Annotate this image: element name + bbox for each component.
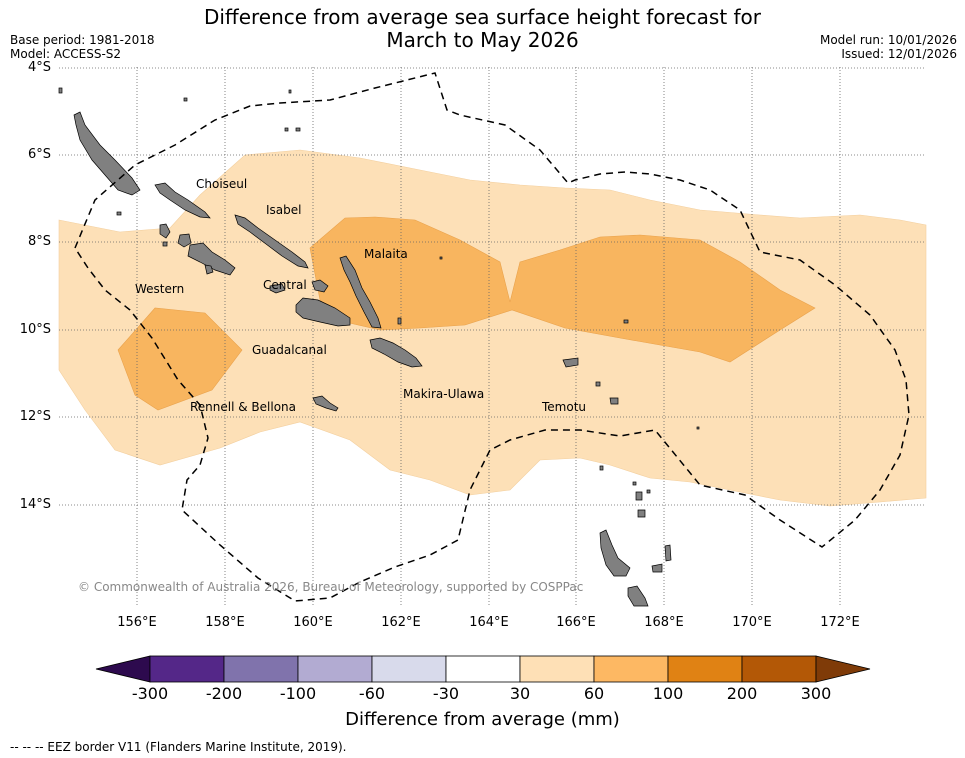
lat-label-10s: 10°S (19, 322, 51, 337)
colorbar-bin-neg200-neg100 (223, 655, 299, 683)
island-rennell (312, 395, 339, 412)
island-russell (269, 283, 286, 294)
lat-label-6s: 6°S (27, 147, 51, 162)
base-period: Base period: 1981-2018 (10, 33, 155, 47)
lon-label-164e: 164°E (469, 615, 509, 630)
map-title-line2: March to May 2026 (386, 28, 579, 52)
colorbar-bin-100-200 (667, 655, 743, 683)
colorbar-tick-neg60: -60 (358, 684, 386, 703)
colorbar-tick-300: 300 (800, 684, 832, 703)
island-malekula (627, 585, 649, 607)
island-new-georgia (187, 242, 236, 276)
island-banks (637, 509, 646, 518)
island-maewo (664, 544, 672, 562)
colorbar-bin-neg30-30 (445, 655, 521, 683)
eez-border (74, 72, 910, 602)
copyright-notice: © Commonwealth of Australia 2026, Bureau… (78, 580, 584, 594)
issued-date: Issued: 12/01/2026 (841, 47, 957, 61)
model-run-date: Model run: 10/01/2026 (819, 33, 957, 47)
map-title-line1: Difference from average sea surface heig… (203, 5, 762, 29)
island-kolombangara (177, 233, 192, 248)
colorbar-tick-neg200: -200 (205, 684, 243, 703)
lon-label-166e: 166°E (556, 615, 596, 630)
island-rendova (204, 264, 214, 275)
colorbar-tick-60: 60 (583, 684, 605, 703)
colorbar-tick-200: 200 (726, 684, 758, 703)
island-choiseul (154, 182, 211, 219)
province-label-temotu: Temotu (542, 400, 587, 414)
province-label-malaita: Malaita (364, 247, 408, 261)
lon-label-156e: 156°E (117, 615, 157, 630)
province-label-makira-ulawa: Makira-Ulawa (403, 387, 485, 401)
colorbar-bin-200-300 (741, 655, 817, 683)
anomaly-patch-60-100-east (309, 216, 816, 363)
province-label-central: Central (263, 278, 307, 292)
colorbar-bin-60-100 (593, 655, 669, 683)
colorbar-tick-neg300: -300 (131, 684, 169, 703)
province-label-western: Western (135, 282, 185, 296)
colorbar-tick-neg30: -30 (432, 684, 460, 703)
colorbar-tick-100: 100 (652, 684, 684, 703)
lon-label-168e: 168°E (644, 615, 684, 630)
island-nggela (311, 279, 329, 293)
island-santa-cruz (562, 357, 579, 368)
island-vanikoro (609, 397, 619, 405)
lon-label-158e: 158°E (205, 615, 245, 630)
lon-label-172e: 172°E (820, 615, 860, 630)
colorbar-label: Difference from average (mm) (345, 709, 620, 730)
lon-label-170e: 170°E (732, 615, 772, 630)
lon-label-162e: 162°E (381, 615, 421, 630)
lat-label-14s: 14°S (19, 497, 51, 512)
colorbar-bin-neg100-neg60 (297, 655, 373, 683)
province-label-rennell-bellona: Rennell & Bellona (190, 400, 297, 414)
eez-legend: -- -- -- EEZ border V11 (Flanders Marine… (10, 740, 347, 754)
island-pentecost (651, 563, 663, 573)
province-label-isabel: Isabel (266, 203, 302, 217)
model-name: Model: ACCESS-S2 (10, 47, 122, 61)
province-label-choiseul: Choiseul (196, 177, 248, 191)
island-torres (635, 491, 643, 501)
island-espiritu-santo (599, 529, 631, 577)
colorbar-bin-30-60 (519, 655, 595, 683)
colorbar (95, 655, 871, 683)
colorbar-tick-30: 30 (509, 684, 531, 703)
lat-label-8s: 8°S (27, 234, 51, 249)
province-label-guadalcanal: Guadalcanal (252, 343, 327, 357)
island-isabel (234, 214, 309, 269)
island-malaita (339, 255, 382, 329)
lat-label-4s: 4°S (27, 60, 51, 75)
lon-label-160e: 160°E (293, 615, 333, 630)
lat-label-12s: 12°S (19, 409, 51, 424)
island-guadalcanal (295, 297, 351, 327)
colorbar-bin-neg60-neg30 (371, 655, 447, 683)
colorbar-bin-neg300-neg200 (149, 655, 225, 683)
land-islands (58, 87, 700, 607)
colorbar-extend-max (815, 655, 871, 683)
island-vella-lavella (159, 223, 171, 239)
island-makira (369, 337, 423, 368)
colorbar-extend-min (95, 655, 151, 683)
colorbar-tick-neg100: -100 (279, 684, 317, 703)
